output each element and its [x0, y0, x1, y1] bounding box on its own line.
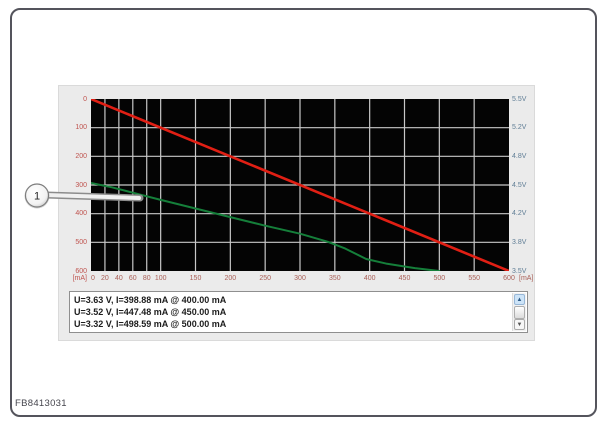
x-axis-tick-label: 20: [101, 275, 109, 282]
voltage-tick-label: 3.5V: [512, 267, 527, 275]
y-axis-tick-label: 300: [75, 181, 87, 189]
y-axis-tick-label: 200: [75, 152, 87, 160]
readout-lines: U=3.63 V, I=398.88 mA @ 400.00 mA U=3.52…: [70, 292, 512, 332]
chart-canvas: [91, 99, 509, 271]
series-voltage-ramp-red: [91, 99, 509, 271]
scrollbar-down-icon[interactable]: ▼: [514, 319, 525, 330]
scrollbar-thumb[interactable]: [514, 306, 525, 319]
x-axis-tick-label: 250: [259, 275, 271, 282]
x-axis-tick-label: 300: [294, 275, 306, 282]
callout-1: 1: [24, 183, 144, 209]
x-axis-unit-label: [mA]: [72, 275, 87, 282]
x-axis-tick-label: 200: [224, 275, 237, 282]
y-axis-tick-label: 400: [75, 210, 87, 218]
scrollbar-up-icon[interactable]: ▲: [514, 294, 525, 305]
readout-line: U=3.32 V, I=498.59 mA @ 500.00 mA: [74, 319, 227, 329]
y-axis-tick-label: 100: [75, 124, 87, 132]
figure-code-label: FB8413031: [15, 398, 67, 409]
x-axis-tick-label: 0: [91, 275, 95, 282]
x-axis-tick-label: 600: [503, 275, 515, 282]
readout-line: U=3.63 V, I=398.88 mA @ 400.00 mA: [74, 295, 227, 305]
measurement-chart-panel: 0 100 200 300 400 500 600 5.5V 5.2V 4.8V 4.5V 4.2V 3…: [58, 85, 535, 341]
x-axis-tick-label: 500: [433, 275, 446, 282]
callout-circle: [24, 183, 50, 208]
vertical-scrollbar[interactable]: ▲ ▼: [512, 293, 526, 331]
x-axis-tick-label: 350: [328, 275, 341, 282]
voltage-tick-label: 5.2V: [512, 124, 527, 132]
x-axis-unit-label: [mA]: [519, 275, 534, 282]
x-axis-tick-label: 80: [142, 275, 151, 282]
x-axis-tick-label: 100: [154, 275, 167, 282]
chart-plot-area: [91, 99, 509, 271]
voltage-tick-label: 4.8V: [512, 152, 527, 160]
callout-leader-line: [44, 193, 141, 200]
voltage-tick-label: 4.2V: [512, 210, 527, 218]
voltage-tick-label: 4.5V: [512, 181, 527, 189]
x-axis-tick-label: 60: [128, 275, 137, 282]
readout-line: U=3.52 V, I=447.48 mA @ 450.00 mA: [74, 307, 227, 317]
measurement-readout-list[interactable]: U=3.63 V, I=398.88 mA @ 400.00 mA U=3.52…: [69, 291, 528, 333]
x-axis-tick-label: 400: [363, 275, 376, 282]
y-axis-tick-label: 0: [83, 95, 87, 103]
x-axis-tick-label: 150: [189, 275, 202, 282]
series-current-reading-green: [91, 182, 441, 271]
y-axis-tick-label: 600: [75, 267, 87, 275]
voltage-tick-label: 5.5V: [512, 95, 527, 103]
voltage-tick-label: 3.8V: [512, 238, 527, 246]
y-axis-tick-label: 500: [75, 238, 87, 246]
callout-number: 1: [34, 191, 40, 203]
x-axis-tick-label: 40: [114, 275, 123, 282]
x-axis-tick-label: 550: [468, 275, 480, 282]
x-axis-tick-label: 450: [398, 275, 411, 282]
